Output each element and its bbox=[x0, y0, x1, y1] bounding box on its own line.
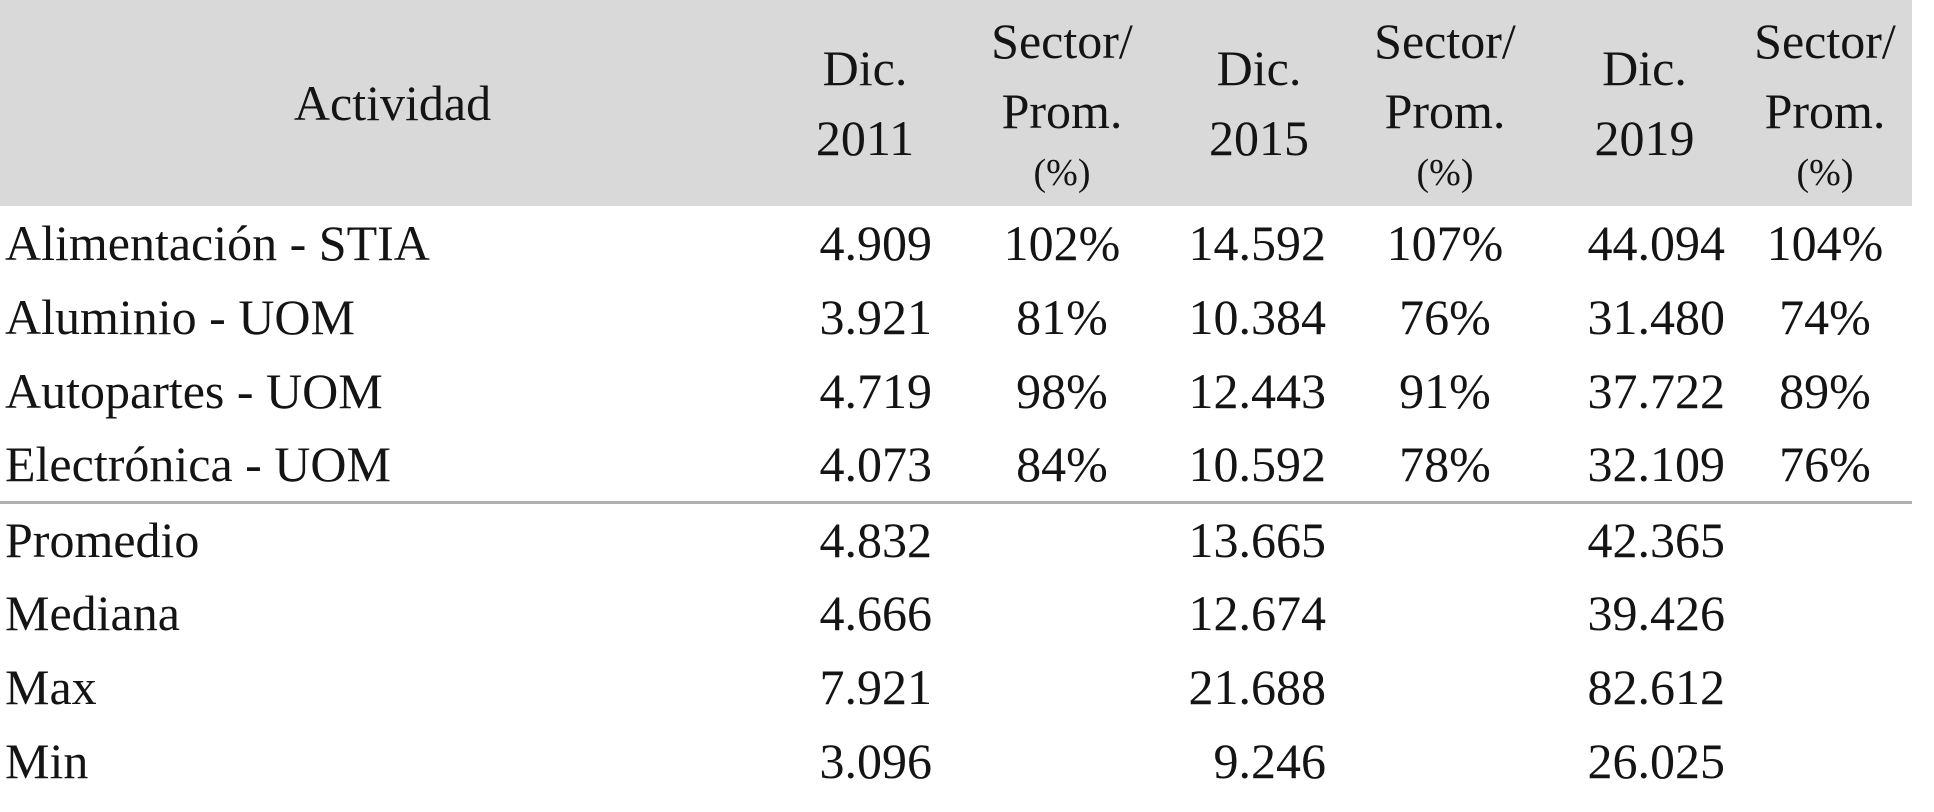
cell-dic-2019: 39.426 bbox=[1587, 585, 1726, 641]
cell-dic-2019: 82.612 bbox=[1587, 659, 1726, 715]
cell-pct-2019: 76% bbox=[1779, 436, 1871, 493]
cell-dic-2019: 31.480 bbox=[1587, 289, 1726, 345]
header-dic-2019-stack: Dic. 2019 bbox=[1551, 0, 1738, 206]
table-row-alimentacion: Alimentación - STIA 4.909 102% 14.592 10… bbox=[0, 206, 1912, 280]
cell-dic-2019: 42.365 bbox=[1551, 500, 1738, 576]
cell-dic-2011: 4.073 bbox=[819, 436, 933, 493]
cell-pct-2011 bbox=[945, 650, 1179, 724]
cell-pct-2015: 107% bbox=[1386, 215, 1504, 271]
header-sector-prom-2019: Sector/ Prom. (%) bbox=[1738, 0, 1912, 206]
header-line: Prom. bbox=[1001, 83, 1123, 139]
cell-actividad: Autopartes - UOM bbox=[5, 363, 383, 419]
cell-dic-2011: 4.909 bbox=[819, 215, 933, 271]
header-line: Dic. bbox=[1216, 40, 1302, 96]
header-sector-2019-stack: Sector/ Prom. (%) bbox=[1738, 0, 1912, 206]
header-line: 2015 bbox=[1209, 110, 1309, 166]
table-row-autopartes: Autopartes - UOM 4.719 98% 12.443 91% 37… bbox=[0, 354, 1912, 428]
cell-pct-2011: 102% bbox=[1003, 215, 1121, 271]
cell-dic-2019: 26.025 bbox=[1587, 733, 1726, 789]
table-row-mediana: Mediana 4.666 12.674 39.426 bbox=[0, 576, 1912, 650]
header-line: Prom. bbox=[1764, 83, 1886, 139]
header-dic-2015: Dic. 2015 bbox=[1179, 0, 1339, 206]
cell-actividad: Electrónica - UOM bbox=[5, 436, 391, 493]
header-line-small: (%) bbox=[1416, 152, 1474, 194]
cell-actividad: Mediana bbox=[5, 585, 180, 641]
cell-pct-2015: 76% bbox=[1399, 289, 1491, 345]
header-line: Dic. bbox=[822, 40, 908, 96]
header-actividad: Actividad bbox=[0, 0, 785, 206]
cell-dic-2015: 12.674 bbox=[1188, 585, 1327, 641]
cell-dic-2011: 4.666 bbox=[819, 585, 933, 641]
header-line-small: (%) bbox=[1796, 152, 1854, 194]
cell-actividad: Max bbox=[5, 659, 97, 715]
header-sector-prom-2015: Sector/ Prom. (%) bbox=[1339, 0, 1551, 206]
cell-dic-2015: 10.592 bbox=[1188, 436, 1327, 493]
header-dic-2011: Dic. 2011 bbox=[785, 0, 945, 206]
cell-pct-2019 bbox=[1738, 500, 1912, 576]
cell-actividad: Min bbox=[5, 733, 89, 789]
cell-pct-2015 bbox=[1339, 724, 1551, 798]
cell-pct-2019 bbox=[1738, 576, 1912, 650]
cell-actividad: Aluminio - UOM bbox=[5, 289, 355, 345]
cell-pct-2019: 74% bbox=[1779, 289, 1871, 345]
header-line: Sector/ bbox=[1754, 13, 1896, 69]
cell-dic-2015: 21.688 bbox=[1188, 659, 1327, 715]
cell-pct-2015: 91% bbox=[1399, 363, 1491, 419]
table-row-aluminio: Aluminio - UOM 3.921 81% 10.384 76% 31.4… bbox=[0, 280, 1912, 354]
cell-dic-2011: 3.096 bbox=[819, 733, 933, 789]
header-dic-2011-stack: Dic. 2011 bbox=[785, 0, 945, 206]
header-row: Actividad Dic. 2011 Sector/ Prom. (%) bbox=[0, 0, 1912, 206]
cell-dic-2015: 10.384 bbox=[1188, 289, 1327, 345]
cell-pct-2015 bbox=[1339, 576, 1551, 650]
cell-dic-2011: 4.832 bbox=[785, 500, 945, 576]
header-line: 2011 bbox=[815, 110, 915, 166]
cell-pct-2019: 104% bbox=[1766, 215, 1884, 271]
cell-pct-2019 bbox=[1738, 724, 1912, 798]
cell-actividad: Alimentación - STIA bbox=[5, 215, 430, 271]
cell-pct-2011 bbox=[945, 576, 1179, 650]
cell-pct-2015 bbox=[1339, 650, 1551, 724]
cell-dic-2011: 3.921 bbox=[819, 289, 933, 345]
header-dic-2015-stack: Dic. 2015 bbox=[1179, 0, 1339, 206]
header-line: Prom. bbox=[1384, 83, 1506, 139]
cell-dic-2015: 13.665 bbox=[1179, 500, 1339, 576]
cell-pct-2015 bbox=[1339, 500, 1551, 576]
cell-pct-2011: 81% bbox=[1016, 289, 1108, 345]
cell-dic-2019: 37.722 bbox=[1587, 363, 1726, 419]
cell-pct-2015: 78% bbox=[1399, 436, 1491, 493]
cell-dic-2015: 12.443 bbox=[1188, 363, 1327, 419]
wage-comparison-table: Actividad Dic. 2011 Sector/ Prom. (%) bbox=[0, 0, 1912, 798]
cell-dic-2019: 32.109 bbox=[1587, 436, 1726, 493]
table-row-min: Min 3.096 9.246 26.025 bbox=[0, 724, 1912, 798]
cell-dic-2015: 9.246 bbox=[1213, 733, 1327, 789]
cell-pct-2019: 89% bbox=[1779, 363, 1871, 419]
header-actividad-label: Actividad bbox=[293, 75, 492, 131]
header-sector-prom-2011: Sector/ Prom. (%) bbox=[945, 0, 1179, 206]
cell-pct-2011 bbox=[945, 500, 1179, 576]
header-line: Sector/ bbox=[1374, 13, 1516, 69]
cell-dic-2011: 7.921 bbox=[819, 659, 933, 715]
cell-pct-2011 bbox=[945, 724, 1179, 798]
header-dic-2019: Dic. 2019 bbox=[1551, 0, 1738, 206]
header-line: Dic. bbox=[1602, 40, 1687, 96]
cell-dic-2015: 14.592 bbox=[1188, 215, 1327, 271]
cell-actividad: Promedio bbox=[0, 500, 785, 576]
cell-pct-2011: 98% bbox=[1016, 363, 1108, 419]
header-sector-2011-stack: Sector/ Prom. (%) bbox=[945, 0, 1179, 206]
cell-pct-2011: 84% bbox=[1016, 436, 1108, 493]
cell-dic-2011: 4.719 bbox=[819, 363, 933, 419]
header-line-small: (%) bbox=[1033, 152, 1091, 194]
cell-pct-2019 bbox=[1738, 650, 1912, 724]
cell-dic-2019: 44.094 bbox=[1587, 215, 1726, 271]
header-sector-2015-stack: Sector/ Prom. (%) bbox=[1339, 0, 1551, 206]
table-row-max: Max 7.921 21.688 82.612 bbox=[0, 650, 1912, 724]
table-row-promedio: Promedio 4.832 13.665 42.365 bbox=[0, 500, 1912, 576]
header-line: 2019 bbox=[1594, 110, 1695, 166]
table-row-electronica: Electrónica - UOM 4.073 84% 10.592 78% 3… bbox=[0, 428, 1912, 502]
header-line: Sector/ bbox=[991, 13, 1133, 69]
